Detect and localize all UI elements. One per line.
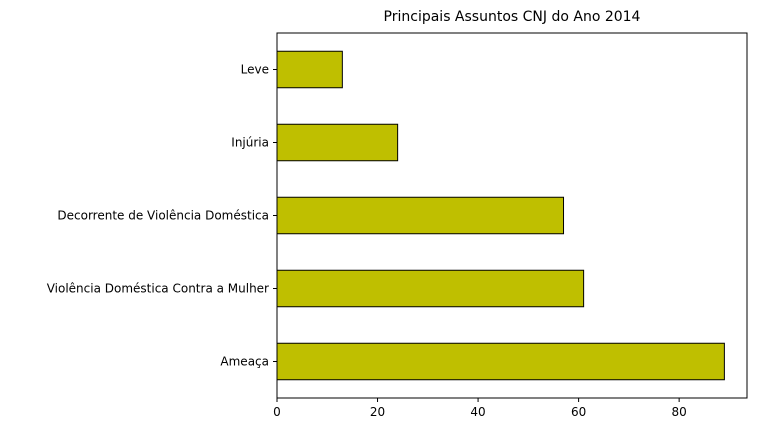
y-tick-label: Decorrente de Violência Doméstica — [57, 209, 269, 223]
bar — [276, 269, 585, 308]
chart-title: Principais Assuntos CNJ do Ano 2014 — [384, 9, 641, 25]
bars-group — [276, 50, 725, 381]
x-tick-label: 60 — [571, 405, 586, 419]
y-tick-label: Injúria — [231, 136, 269, 150]
bar — [276, 342, 725, 381]
y-axis: Ameaça Violência Doméstica Contra a Mulhe… — [47, 63, 277, 369]
x-tick-label: 80 — [671, 405, 686, 419]
x-tick-label: 20 — [370, 405, 385, 419]
y-tick-label: Violência Doméstica Contra a Mulher — [47, 282, 269, 296]
x-axis: 0 20 40 60 80 — [273, 398, 687, 419]
bar — [276, 123, 399, 162]
bar — [276, 50, 343, 89]
x-tick-label: 40 — [470, 405, 485, 419]
x-tick-label: 0 — [273, 405, 281, 419]
plot-frame — [276, 32, 748, 399]
y-tick-label: Ameaça — [220, 355, 269, 369]
y-tick-label: Leve — [241, 63, 269, 77]
bar — [276, 196, 565, 235]
